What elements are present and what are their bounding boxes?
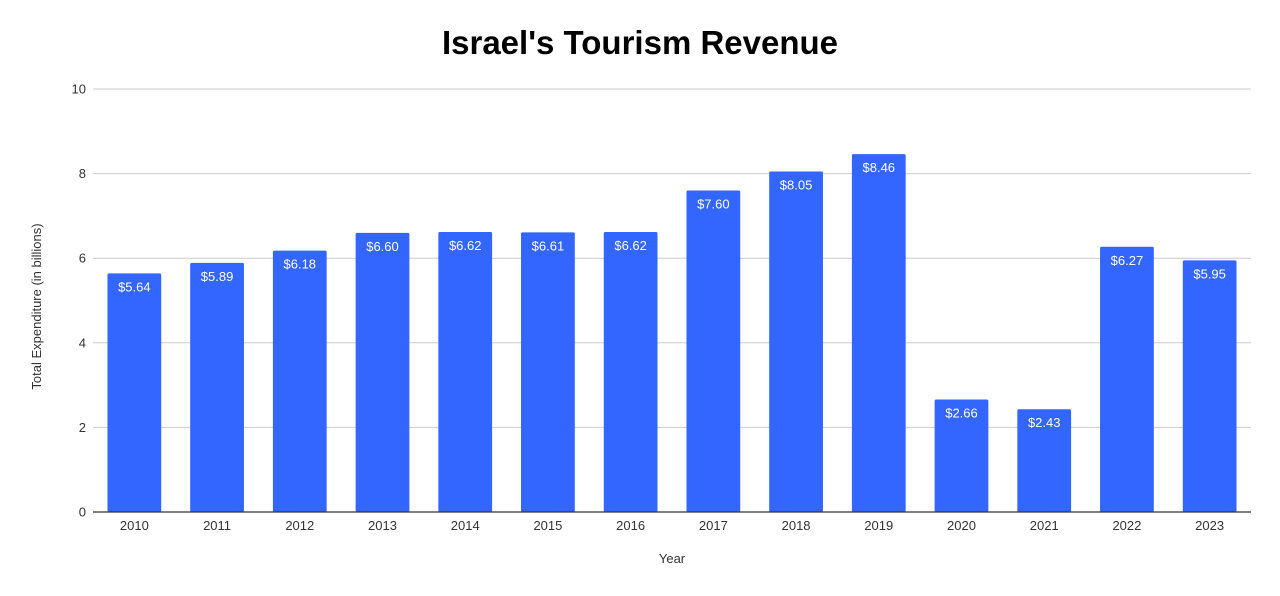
x-tick-label: 2014 <box>451 518 480 533</box>
y-tick-label: 4 <box>79 335 86 350</box>
y-tick-label: 2 <box>79 420 86 435</box>
bar <box>603 231 658 512</box>
x-tick-label: 2020 <box>947 518 976 533</box>
bar-data-label: $2.43 <box>1028 415 1061 430</box>
bar-data-label: $5.89 <box>201 269 234 284</box>
bar-data-label: $7.60 <box>697 197 730 212</box>
x-tick-label: 2010 <box>120 518 149 533</box>
bar <box>934 399 989 512</box>
x-axis-title: Year <box>659 551 686 566</box>
bar <box>686 190 741 512</box>
bar <box>1182 260 1237 512</box>
x-tick-label: 2023 <box>1195 518 1224 533</box>
bar-data-label: $5.64 <box>118 279 151 294</box>
bar-data-label: $6.61 <box>532 238 565 253</box>
x-tick-label: 2013 <box>368 518 397 533</box>
bar-data-label: $2.66 <box>945 405 978 420</box>
x-tick-label: 2016 <box>616 518 645 533</box>
bar <box>438 231 493 512</box>
bar-data-label: $8.05 <box>780 177 813 192</box>
bar-data-label: $6.60 <box>366 239 399 254</box>
x-tick-label: 2015 <box>533 518 562 533</box>
x-tick-label: 2011 <box>203 518 231 533</box>
y-tick-label: 0 <box>79 505 86 520</box>
bar-data-label: $6.62 <box>614 238 647 253</box>
gridlines <box>93 88 1251 428</box>
x-tick-label: 2019 <box>864 518 893 533</box>
y-tick-label: 8 <box>79 166 86 181</box>
bar <box>851 154 906 512</box>
y-tick-label: 6 <box>79 251 86 266</box>
bar <box>355 232 410 512</box>
y-axis-title: Total Expenditure (in billions) <box>29 223 44 389</box>
data-labels: $5.64 $5.89 $6.18 $6.60 $6.62 $6.61 $6.62 $7.60… <box>118 160 1226 430</box>
bar <box>1100 246 1154 513</box>
bar-data-label: $6.18 <box>284 257 317 272</box>
bar-data-label: $6.62 <box>449 238 482 253</box>
bar <box>272 250 327 512</box>
bar-data-label: $8.46 <box>863 160 896 175</box>
x-tick-label: 2017 <box>699 518 728 533</box>
x-tick-label: 2012 <box>285 518 314 533</box>
bar <box>769 171 823 513</box>
x-tick-labels: 2010 2011 2012 2013 2014 2015 2016 2017 2018 2019… <box>120 518 1224 533</box>
bar <box>1017 409 1072 512</box>
bar <box>107 273 162 512</box>
y-tick-labels: 0 2 4 6 8 10 <box>72 82 86 520</box>
x-tick-label: 2021 <box>1030 518 1059 533</box>
x-tick-label: 2022 <box>1112 518 1141 533</box>
bar-data-label: $5.95 <box>1193 266 1226 281</box>
bars <box>107 154 1237 513</box>
bar <box>190 262 244 512</box>
bar-data-label: $6.27 <box>1111 253 1144 268</box>
chart-title: Israel's Tourism Revenue <box>441 24 839 61</box>
x-tick-label: 2018 <box>782 518 811 533</box>
bar <box>521 232 575 512</box>
y-tick-label: 10 <box>72 82 86 97</box>
